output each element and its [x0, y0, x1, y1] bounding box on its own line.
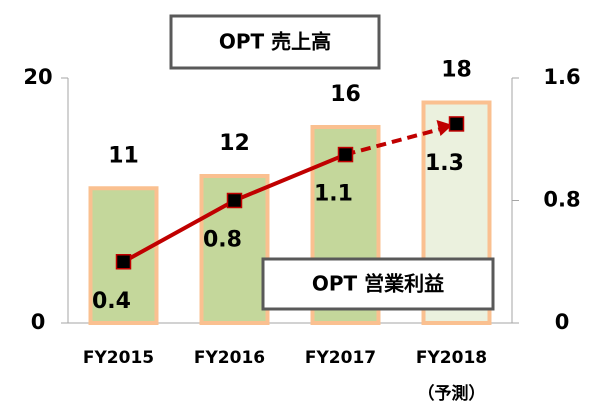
y-tick-label: 0	[31, 310, 46, 334]
line-segment	[344, 126, 446, 157]
line-legend-box	[261, 257, 495, 311]
line-marker	[226, 192, 243, 209]
line-value-label: 1.3	[425, 151, 464, 176]
bar-legend: OPT 売上高	[219, 30, 331, 54]
y2-tick-label: 1.6	[543, 65, 580, 89]
bar-value-label: 18	[441, 58, 472, 83]
line-value-label: 0.8	[203, 228, 242, 253]
line-segment	[233, 152, 347, 203]
bar-value-label: 12	[219, 131, 250, 156]
line-segment	[122, 198, 236, 264]
y2-tick-label: 0	[555, 310, 570, 334]
arrow-head	[436, 119, 453, 136]
line-marker	[448, 116, 465, 132]
line-legend: OPT 営業利益	[312, 272, 444, 296]
y-tick-label: 20	[23, 65, 52, 89]
bar-legend-box	[169, 14, 381, 70]
x-tick-label: FY2017	[305, 348, 376, 368]
bar-value-label: 16	[330, 82, 361, 107]
line-marker	[115, 254, 132, 270]
category-note: （予測）	[418, 383, 486, 404]
y2-tick-label: 0.8	[543, 188, 580, 212]
x-tick-label: FY2016	[194, 348, 265, 368]
line-value-label: 1.1	[314, 182, 353, 207]
x-tick-label: FY2015	[83, 348, 154, 368]
bar-value-label: 11	[108, 143, 139, 168]
line-marker	[337, 146, 354, 163]
line-value-label: 0.4	[92, 289, 131, 314]
x-tick-label: FY2018	[416, 348, 487, 368]
